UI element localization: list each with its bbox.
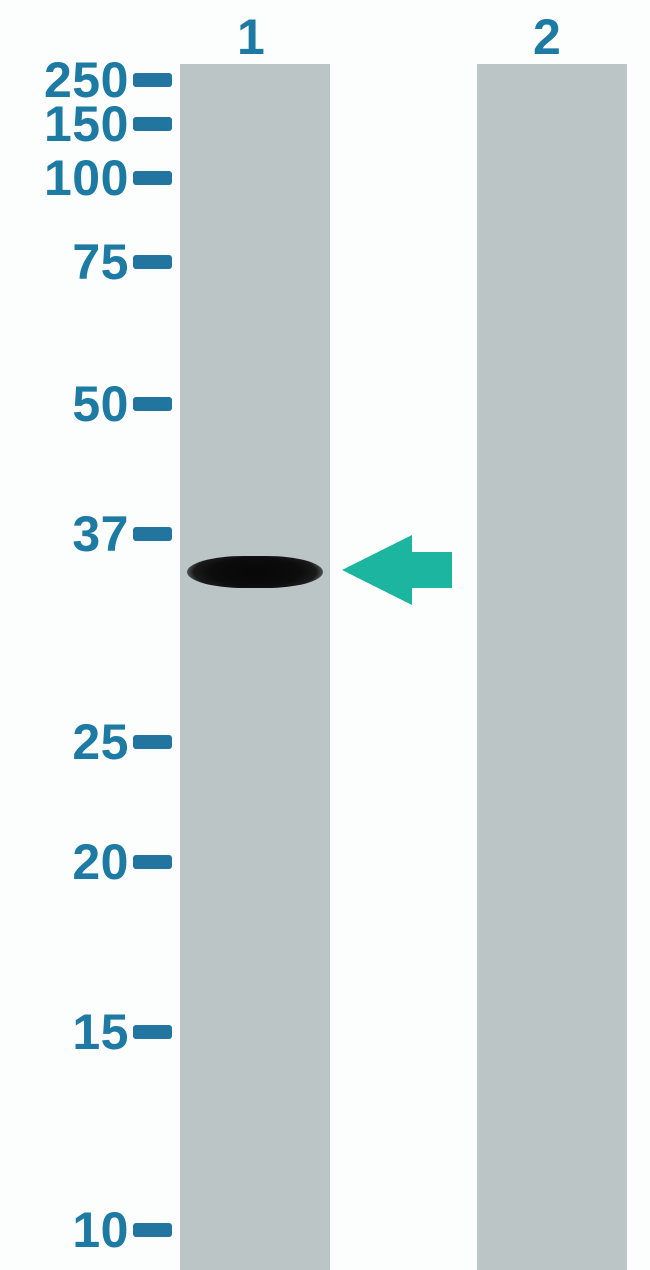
mw-marker-tick — [133, 527, 172, 541]
mw-marker-tick — [133, 73, 172, 87]
mw-marker-tick — [133, 735, 172, 749]
mw-marker-value: 15 — [0, 1007, 129, 1057]
mw-marker-value: 75 — [0, 237, 129, 287]
gel-lane-2 — [477, 64, 627, 1270]
mw-marker-10: 10 — [0, 1205, 178, 1255]
mw-marker-tick — [133, 1223, 172, 1237]
mw-marker-tick — [133, 855, 172, 869]
mw-marker-15: 15 — [0, 1007, 178, 1057]
mw-marker-20: 20 — [0, 837, 178, 887]
mw-marker-value: 50 — [0, 379, 129, 429]
mw-marker-value: 100 — [0, 153, 129, 203]
mw-marker-tick — [133, 397, 172, 411]
mw-marker-50: 50 — [0, 379, 178, 429]
mw-marker-75: 75 — [0, 237, 178, 287]
protein-band — [187, 556, 323, 588]
mw-marker-value: 37 — [0, 509, 129, 559]
gel-lane-1 — [180, 64, 330, 1270]
mw-marker-value: 20 — [0, 837, 129, 887]
mw-marker-37: 37 — [0, 509, 178, 559]
lane-label-1: 1 — [237, 8, 265, 66]
mw-marker-tick — [133, 171, 172, 185]
mw-marker-tick — [133, 1025, 172, 1039]
mw-marker-25: 25 — [0, 717, 178, 767]
mw-marker-value: 150 — [0, 99, 129, 149]
mw-marker-tick — [133, 255, 172, 269]
lane-label-2: 2 — [533, 8, 561, 66]
mw-marker-150: 150 — [0, 99, 178, 149]
mw-marker-value: 10 — [0, 1205, 129, 1255]
mw-marker-value: 25 — [0, 717, 129, 767]
mw-marker-tick — [133, 117, 172, 131]
mw-marker-100: 100 — [0, 153, 178, 203]
band-indicator-arrow — [342, 535, 452, 605]
